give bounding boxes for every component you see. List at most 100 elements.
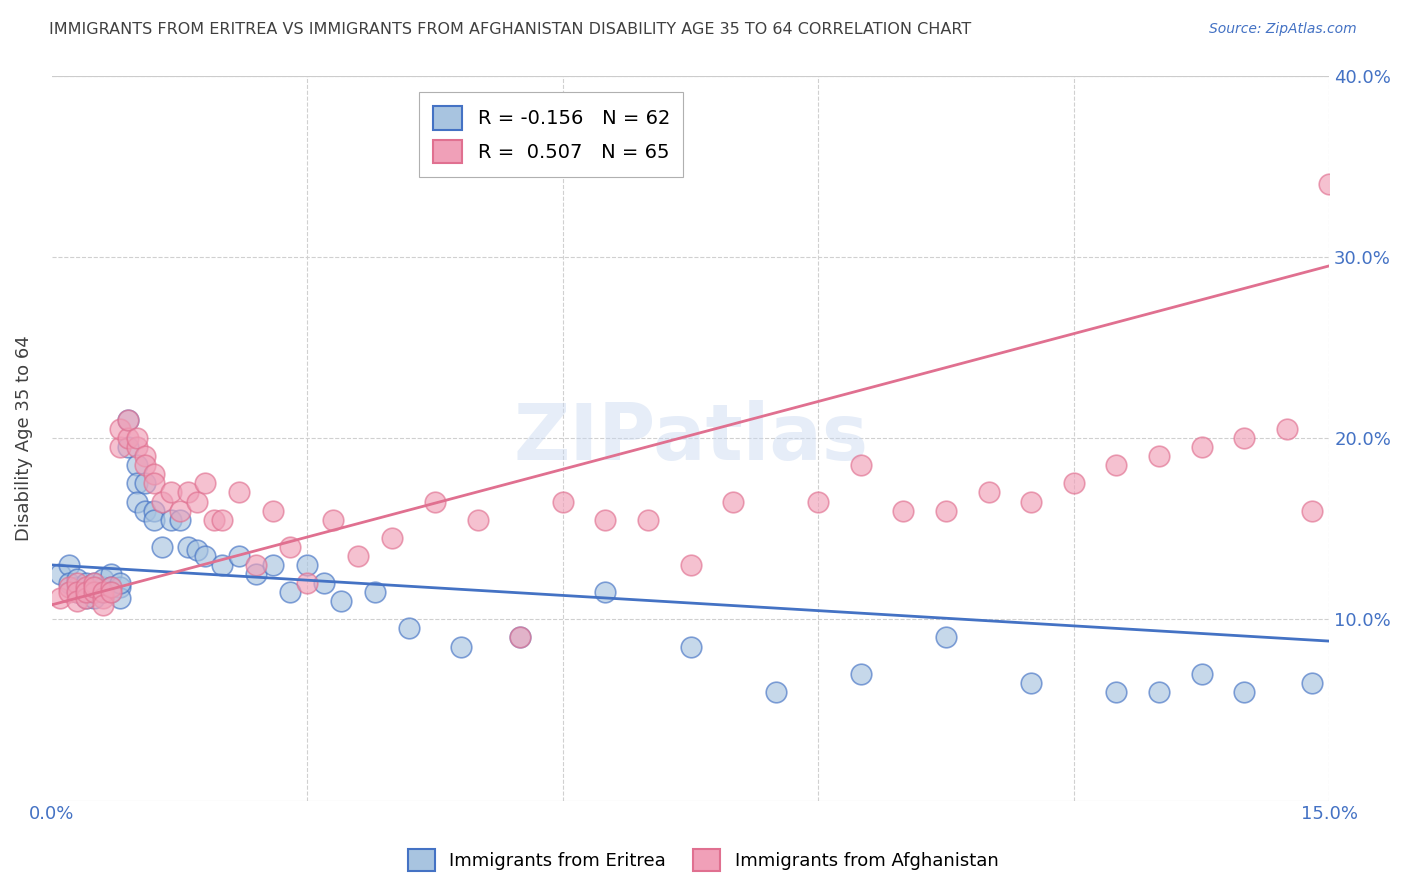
Point: [75, 580, 97, 594]
Point: [83, 576, 105, 591]
Point: [169, 503, 191, 517]
Point: [91, 580, 114, 594]
Point: [595, 585, 617, 599]
Point: [100, 585, 122, 599]
Point: [75, 576, 97, 591]
Point: [75, 591, 97, 605]
Point: [364, 585, 387, 599]
Point: [637, 513, 659, 527]
Point: [935, 631, 957, 645]
Point: [100, 567, 122, 582]
Point: [100, 585, 122, 599]
Point: [398, 621, 420, 635]
Point: [245, 567, 267, 582]
Point: [1191, 666, 1213, 681]
Point: [1191, 440, 1213, 454]
Point: [134, 449, 156, 463]
Text: Source: ZipAtlas.com: Source: ZipAtlas.com: [1209, 22, 1357, 37]
Legend: R = -0.156   N = 62, R =  0.507   N = 65: R = -0.156 N = 62, R = 0.507 N = 65: [419, 93, 683, 177]
Point: [893, 503, 915, 517]
Point: [66, 573, 89, 587]
Point: [83, 580, 105, 594]
Point: [83, 585, 105, 599]
Point: [58, 558, 80, 572]
Point: [228, 549, 250, 563]
Point: [108, 422, 131, 436]
Point: [765, 685, 787, 699]
Point: [108, 591, 131, 605]
Y-axis label: Disability Age 35 to 64: Disability Age 35 to 64: [15, 335, 32, 541]
Point: [91, 585, 114, 599]
Point: [595, 513, 617, 527]
Point: [1233, 685, 1256, 699]
Point: [679, 640, 702, 654]
Point: [186, 494, 208, 508]
Point: [134, 503, 156, 517]
Point: [125, 458, 148, 473]
Point: [142, 467, 165, 482]
Point: [551, 494, 574, 508]
Point: [83, 585, 105, 599]
Point: [108, 440, 131, 454]
Point: [509, 631, 531, 645]
Point: [66, 580, 89, 594]
Point: [849, 458, 872, 473]
Point: [194, 549, 217, 563]
Point: [125, 476, 148, 491]
Text: IMMIGRANTS FROM ERITREA VS IMMIGRANTS FROM AFGHANISTAN DISABILITY AGE 35 TO 64 C: IMMIGRANTS FROM ERITREA VS IMMIGRANTS FR…: [49, 22, 972, 37]
Point: [152, 540, 174, 554]
Point: [75, 591, 97, 605]
Point: [467, 513, 489, 527]
Point: [66, 585, 89, 599]
Point: [66, 576, 89, 591]
Point: [211, 558, 233, 572]
Point: [125, 494, 148, 508]
Point: [194, 476, 217, 491]
Point: [935, 503, 957, 517]
Point: [66, 594, 89, 608]
Text: ZIPatlas: ZIPatlas: [513, 401, 868, 476]
Point: [679, 558, 702, 572]
Point: [381, 531, 404, 545]
Point: [177, 540, 200, 554]
Point: [423, 494, 446, 508]
Point: [245, 558, 267, 572]
Point: [347, 549, 370, 563]
Point: [297, 576, 319, 591]
Point: [83, 580, 105, 594]
Point: [1317, 178, 1340, 192]
Point: [186, 543, 208, 558]
Point: [262, 558, 284, 572]
Point: [49, 567, 72, 582]
Point: [450, 640, 472, 654]
Point: [160, 485, 183, 500]
Point: [49, 591, 72, 605]
Point: [278, 540, 301, 554]
Point: [202, 513, 225, 527]
Point: [91, 591, 114, 605]
Point: [177, 485, 200, 500]
Point: [1105, 685, 1128, 699]
Point: [807, 494, 830, 508]
Legend: Immigrants from Eritrea, Immigrants from Afghanistan: Immigrants from Eritrea, Immigrants from…: [401, 842, 1005, 879]
Point: [75, 585, 97, 599]
Point: [117, 440, 139, 454]
Point: [134, 476, 156, 491]
Point: [91, 573, 114, 587]
Point: [1275, 422, 1298, 436]
Point: [58, 576, 80, 591]
Point: [108, 576, 131, 591]
Point: [314, 576, 336, 591]
Point: [66, 585, 89, 599]
Point: [117, 413, 139, 427]
Point: [117, 413, 139, 427]
Point: [58, 580, 80, 594]
Point: [977, 485, 1000, 500]
Point: [134, 458, 156, 473]
Point: [83, 591, 105, 605]
Point: [1063, 476, 1085, 491]
Point: [125, 431, 148, 445]
Point: [91, 585, 114, 599]
Point: [142, 476, 165, 491]
Point: [1019, 494, 1042, 508]
